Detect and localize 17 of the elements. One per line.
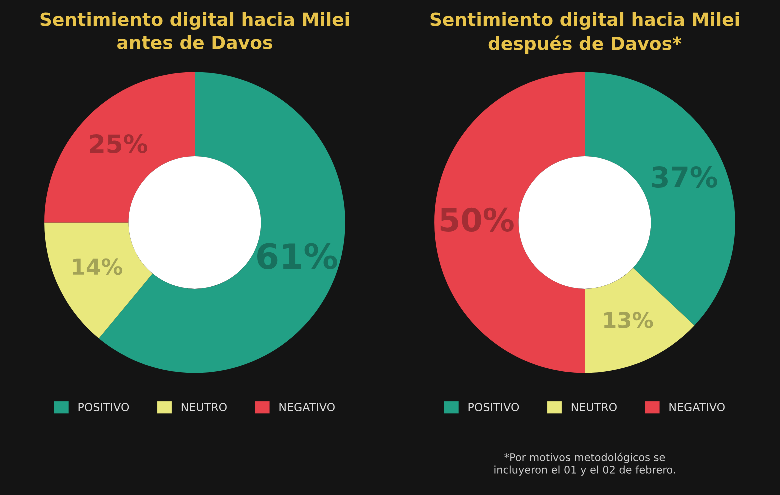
donut-slice [434,72,585,374]
data-label: 14% [73,258,123,276]
donut-slice [44,72,195,223]
legend-label: POSITIVO [468,403,520,412]
legend-label: POSITIVO [78,403,130,412]
legend-label: NEUTRO [572,403,617,412]
data-label: 25% [90,134,148,154]
legend-label: NEGATIVO [670,403,725,412]
legend-label: NEUTRO [182,403,227,412]
chart-title: Sentimiento digital hacia Milei antes de Davos [40,12,349,50]
legend-label: NEGATIVO [280,403,335,412]
data-label: 50% [440,208,514,232]
chart-title: Sentimiento digital hacia Milei después de Davos* [430,12,739,54]
donut-slice [44,222,153,339]
data-label: 13% [604,312,654,328]
donut-slice [585,268,695,374]
text: *Por motivos metodológicos se incluyeron el 01 y el 02 de febrero. [494,452,676,476]
